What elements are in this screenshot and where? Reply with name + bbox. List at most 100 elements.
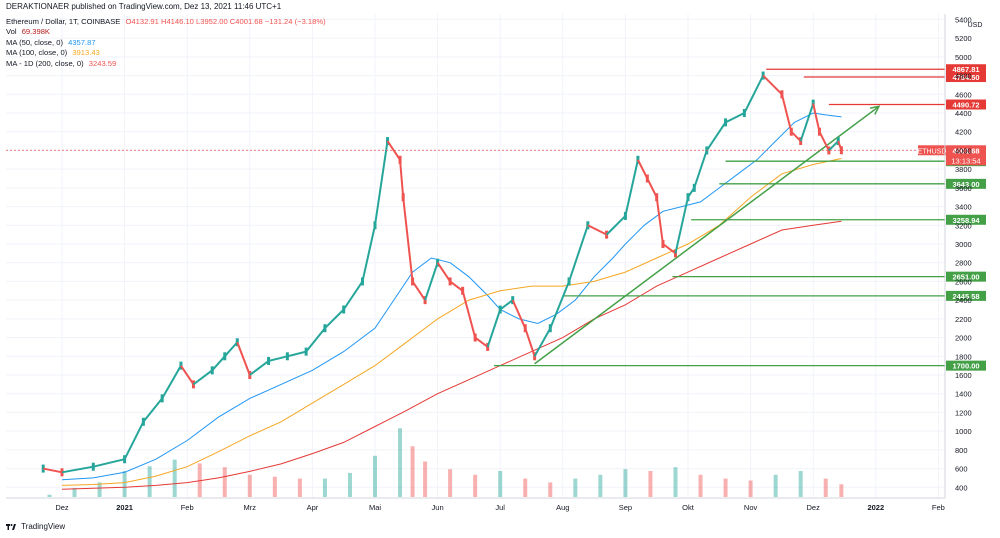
ma200-value: 3243.59: [88, 58, 117, 68]
axis-unit-label: USD: [968, 22, 983, 29]
x-tick-label: Feb: [932, 503, 945, 512]
moving-averages: [61, 112, 842, 490]
level-badge: [946, 99, 986, 110]
price-segment: [324, 308, 345, 329]
volume-bar: [423, 461, 428, 497]
volume-bars: [47, 428, 844, 497]
price-segment: [624, 159, 639, 217]
level-label: 3643.00: [952, 180, 979, 189]
price-segment: [161, 365, 182, 399]
price-segment: [511, 299, 527, 329]
level-label: 4867.81: [952, 65, 979, 74]
x-tick-label: 2022: [867, 503, 884, 512]
y-tick-label: 2000: [955, 334, 972, 343]
level-badge: [946, 178, 986, 189]
volume-bar: [798, 471, 803, 497]
level-label: 4490.72: [952, 101, 979, 110]
level-label: 4784.50: [952, 73, 979, 82]
tradingview-logo-icon: [6, 523, 16, 530]
level-badge: [946, 290, 986, 301]
x-tick-label: Jul: [495, 503, 505, 512]
volume-bar: [648, 471, 653, 497]
price-segment: [780, 94, 793, 132]
price-segment: [461, 290, 477, 338]
price-segment: [386, 140, 401, 161]
level-badge: [946, 64, 986, 75]
y-tick-label: 3000: [955, 240, 972, 249]
time-axis: Dez 2021 Feb Mrz Apr Mai Jun Jul Aug Sep Okt Nov Dez…: [6, 497, 945, 512]
price-segment: [637, 159, 649, 179]
x-tick-label: Feb: [181, 503, 194, 512]
ma100-label: MA (100, close, 0): [6, 48, 68, 58]
price-segment: [533, 327, 552, 357]
price-segment: [743, 75, 765, 114]
ma-line-200: [61, 220, 842, 490]
legend-ma50-row: MA (50, close, 0) 4357.87: [6, 38, 326, 48]
current-price-badge: [946, 145, 986, 166]
x-tick-label: Mai: [369, 503, 381, 512]
y-tick-label: 3400: [955, 203, 972, 212]
price-segment: [725, 112, 745, 124]
y-tick-label: 600: [955, 465, 968, 474]
y-tick-label: 2800: [955, 259, 972, 268]
volume-bar: [373, 455, 377, 497]
price-axis: USD 400 600 800 1000 1200 1400 1600 1800 2000 2200…: [944, 14, 983, 498]
y-tick-label: 400: [955, 483, 968, 492]
price-segment: [790, 131, 802, 142]
y-tick-label: 4200: [955, 128, 972, 137]
price-segment: [123, 421, 145, 460]
x-tick-label: Okt: [682, 503, 695, 512]
trendline-arrowhead: [869, 105, 881, 115]
price-segment: [287, 350, 307, 358]
volume-bar: [322, 478, 327, 497]
y-tick-label: 1200: [955, 408, 972, 417]
price-segment: [374, 140, 389, 226]
volume-bar: [72, 488, 77, 497]
y-tick-label: 3200: [955, 221, 972, 230]
level-label: 1700.00: [952, 362, 979, 371]
price-segment: [524, 327, 536, 357]
level-label: 2445.58: [952, 292, 979, 301]
y-tick-label: 800: [955, 446, 968, 455]
y-tick-label: 2600: [955, 277, 972, 286]
price-segment: [646, 178, 658, 198]
volume-bar: [598, 474, 603, 497]
x-tick-label: Sep: [619, 503, 632, 512]
ma-line-50: [61, 112, 842, 481]
price-segment: [192, 369, 213, 386]
price-segment: [486, 309, 502, 348]
volume-bar: [410, 446, 415, 497]
price-segment: [587, 224, 608, 236]
y-tick-label: 5400: [955, 15, 972, 24]
price-segment: [499, 299, 514, 311]
price-segment: [305, 327, 326, 353]
x-tick-label: Dez: [807, 503, 821, 512]
y-tick-label: 2200: [955, 315, 972, 324]
level-label: 3258.94: [952, 216, 980, 225]
volume-bar: [773, 474, 778, 497]
ma200-label: MA - 1D (200, close, 0): [6, 58, 84, 68]
ohlc-values: O4132.91 H4146.10 L3952.00 C4001.68 −131…: [125, 17, 326, 26]
price-segment: [236, 341, 251, 376]
volume-bar: [222, 467, 227, 497]
volume-bar: [523, 478, 528, 497]
price-segment: [61, 465, 94, 474]
price-segment: [142, 397, 163, 423]
legend-volume-row: Vol 69.398K: [6, 27, 326, 37]
volume-value: 69.398K: [21, 27, 50, 37]
countdown-label: 13:13:54: [951, 156, 980, 165]
trend-line: [534, 105, 881, 365]
volume-label: Vol: [6, 27, 17, 37]
ma100-value: 3913.43: [72, 48, 100, 58]
volume-bar: [97, 482, 102, 497]
volume-bar: [573, 478, 578, 497]
brand-name: TradingView: [21, 522, 66, 531]
volume-bar: [823, 478, 828, 497]
y-tick-label: 5200: [955, 34, 972, 43]
price-segment: [449, 280, 464, 292]
price-segment: [828, 140, 839, 152]
volume-bar: [548, 482, 553, 497]
price-segment: [43, 467, 63, 474]
